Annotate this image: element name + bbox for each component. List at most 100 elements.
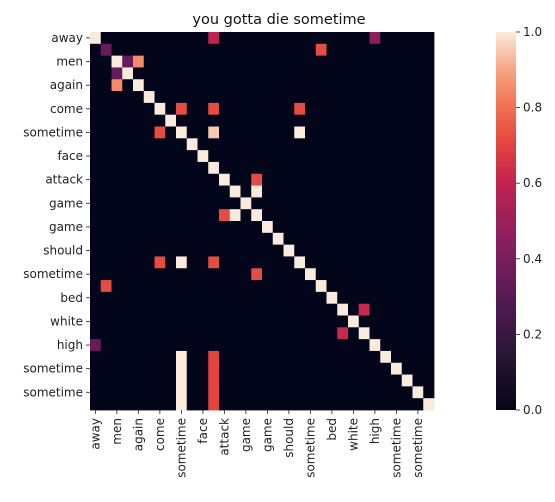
heatmap-cell bbox=[294, 256, 306, 269]
heatmap-cell bbox=[272, 315, 284, 328]
heatmap-cell bbox=[154, 280, 166, 293]
heatmap-cell bbox=[240, 398, 252, 411]
heatmap-cell bbox=[186, 138, 198, 151]
heatmap-cell bbox=[358, 268, 370, 281]
heatmap-cell bbox=[391, 398, 403, 411]
heatmap-cell bbox=[176, 43, 188, 57]
heatmap-cell bbox=[240, 339, 252, 352]
heatmap-cell bbox=[176, 256, 188, 269]
heatmap-cell bbox=[305, 114, 317, 127]
heatmap-cell bbox=[176, 185, 188, 198]
heatmap-cell bbox=[165, 232, 177, 246]
heatmap-cell bbox=[240, 138, 252, 151]
heatmap-cell bbox=[391, 232, 403, 246]
heatmap-cell bbox=[348, 232, 360, 246]
heatmap-cell bbox=[229, 55, 241, 68]
heatmap-cell bbox=[197, 43, 209, 57]
heatmap-cell bbox=[315, 244, 327, 257]
heatmap-cell bbox=[391, 161, 403, 175]
heatmap-cell bbox=[122, 209, 134, 222]
heatmap-cell bbox=[412, 386, 424, 399]
heatmap-cell bbox=[154, 161, 166, 175]
heatmap-cell bbox=[186, 398, 198, 411]
heatmap-cell bbox=[229, 102, 241, 116]
heatmap-cell bbox=[208, 327, 220, 340]
heatmap-cell bbox=[143, 303, 155, 316]
heatmap-cell bbox=[423, 268, 435, 281]
heatmap-cell bbox=[369, 138, 381, 151]
heatmap-cell bbox=[272, 209, 284, 222]
heatmap-cell bbox=[294, 55, 306, 68]
heatmap-cell bbox=[337, 350, 349, 364]
heatmap-cell bbox=[197, 197, 209, 210]
heatmap-cell bbox=[154, 232, 166, 246]
heatmap-cell bbox=[315, 268, 327, 281]
heatmap-cell bbox=[176, 102, 188, 116]
heatmap-cell bbox=[90, 161, 102, 175]
heatmap-cell bbox=[111, 232, 123, 246]
heatmap-cell bbox=[208, 398, 220, 411]
heatmap-cell bbox=[251, 256, 263, 269]
heatmap-cell bbox=[305, 138, 317, 151]
heatmap-cell bbox=[380, 280, 392, 293]
heatmap-cell bbox=[305, 280, 317, 293]
heatmap-cell bbox=[315, 67, 327, 80]
heatmap-cell bbox=[262, 374, 274, 387]
heatmap-cell bbox=[208, 91, 220, 104]
heatmap-cell bbox=[272, 232, 284, 246]
heatmap-cell bbox=[337, 185, 349, 198]
heatmap-cell bbox=[262, 209, 274, 222]
heatmap-cell bbox=[391, 150, 403, 163]
heatmap-cell bbox=[186, 256, 198, 269]
heatmap-cell bbox=[272, 91, 284, 104]
heatmap-cell bbox=[186, 79, 198, 92]
heatmap-cell bbox=[272, 362, 284, 375]
heatmap-cell bbox=[176, 268, 188, 281]
heatmap-cell bbox=[90, 185, 102, 198]
heatmap-cell bbox=[380, 197, 392, 210]
heatmap-cell bbox=[90, 374, 102, 387]
heatmap-cell bbox=[133, 32, 145, 45]
heatmap-cell bbox=[412, 315, 424, 328]
heatmap-cell bbox=[197, 150, 209, 163]
heatmap-cell bbox=[186, 221, 198, 234]
heatmap-cell bbox=[380, 185, 392, 198]
heatmap-cell bbox=[358, 161, 370, 175]
heatmap-cell bbox=[122, 32, 134, 45]
colorbar-tick-label: 0.6 bbox=[523, 176, 542, 190]
heatmap-cell bbox=[423, 161, 435, 175]
heatmap-cell bbox=[283, 161, 295, 175]
heatmap-cell bbox=[251, 126, 263, 139]
heatmap-cell bbox=[154, 221, 166, 234]
heatmap-cell bbox=[143, 79, 155, 92]
heatmap-cell bbox=[294, 32, 306, 45]
heatmap-cell bbox=[380, 244, 392, 257]
heatmap-cell bbox=[423, 55, 435, 68]
heatmap-cell bbox=[100, 55, 112, 68]
heatmap-cell bbox=[326, 303, 338, 316]
heatmap-cell bbox=[423, 79, 435, 92]
heatmap-cell bbox=[283, 362, 295, 375]
heatmap-cell bbox=[122, 232, 134, 246]
heatmap-cell bbox=[100, 32, 112, 45]
heatmap-cell bbox=[294, 327, 306, 340]
heatmap-cell bbox=[348, 244, 360, 257]
heatmap-cell bbox=[305, 173, 317, 186]
y-tick-label: game bbox=[49, 220, 83, 234]
heatmap-cell bbox=[272, 374, 284, 387]
heatmap-cell bbox=[229, 67, 241, 80]
heatmap-cell bbox=[229, 374, 241, 387]
heatmap-cell bbox=[240, 256, 252, 269]
heatmap-cell bbox=[197, 303, 209, 316]
heatmap-cell bbox=[111, 303, 123, 316]
heatmap-cell bbox=[154, 79, 166, 92]
heatmap-cell bbox=[165, 221, 177, 234]
heatmap-cell bbox=[219, 161, 231, 175]
heatmap-cell bbox=[337, 221, 349, 234]
heatmap-cell bbox=[305, 398, 317, 411]
heatmap-cell bbox=[186, 362, 198, 375]
heatmap-cell bbox=[111, 91, 123, 104]
heatmap-cell bbox=[122, 327, 134, 340]
heatmap-cell bbox=[251, 327, 263, 340]
heatmap-cell bbox=[100, 102, 112, 116]
